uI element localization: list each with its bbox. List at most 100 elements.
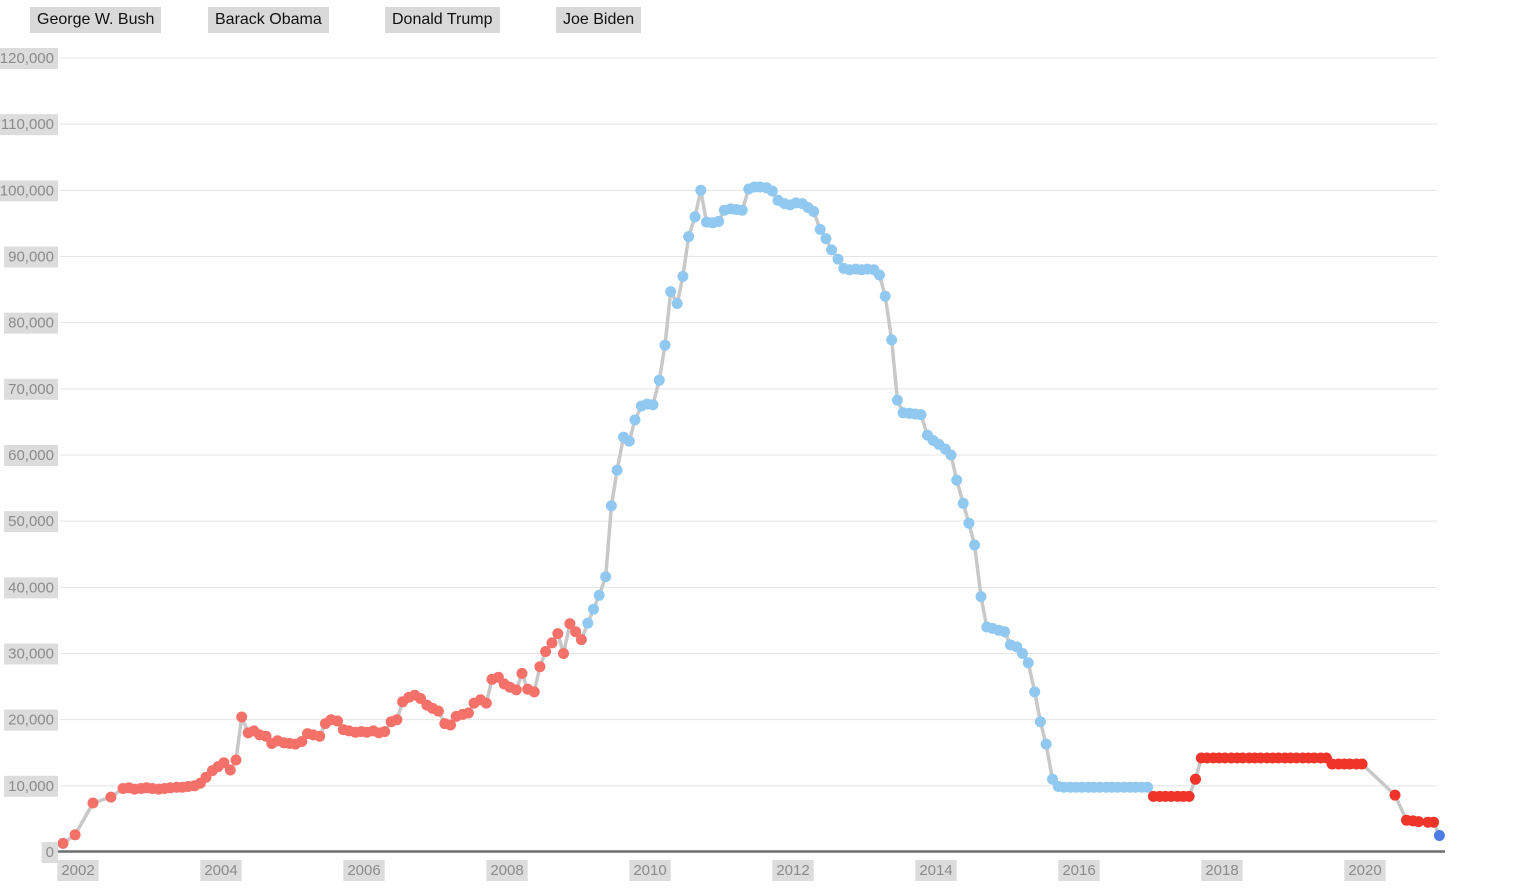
data-point <box>605 500 617 512</box>
data-points-barack-obama <box>582 181 1154 793</box>
legend: George W. Bush Barack Obama Donald Trump… <box>0 0 1536 40</box>
data-point <box>999 626 1011 638</box>
y-tick-label: 80,000 <box>4 312 58 334</box>
data-point <box>600 571 612 583</box>
svg-text:2004: 2004 <box>204 862 237 879</box>
svg-text:2020: 2020 <box>1348 862 1381 879</box>
data-point <box>647 399 659 411</box>
data-point <box>677 270 689 282</box>
data-point <box>808 206 820 217</box>
svg-text:100,000: 100,000 <box>0 182 54 199</box>
data-point <box>611 464 623 476</box>
legend-item-joe-biden: Joe Biden <box>556 7 642 33</box>
data-point <box>230 754 242 766</box>
data-point <box>582 617 594 629</box>
svg-text:30,000: 30,000 <box>8 646 54 663</box>
data-point <box>224 764 236 776</box>
y-tick-label: 40,000 <box>4 577 58 599</box>
data-point <box>1034 716 1046 728</box>
y-tick-label: 30,000 <box>4 643 58 665</box>
svg-text:50,000: 50,000 <box>8 513 54 530</box>
data-points-joe-biden <box>1433 830 1445 841</box>
legend-item-donald-trump: Donald Trump <box>385 7 500 33</box>
data-point <box>1142 781 1154 793</box>
data-point <box>391 714 403 726</box>
x-tick-label: 2018 <box>1201 860 1243 881</box>
data-point <box>546 637 558 649</box>
svg-text:2008: 2008 <box>490 862 523 879</box>
legend-item-george-w-bush: George W. Bush <box>30 7 162 33</box>
data-point <box>659 339 671 351</box>
data-points-george-w-bush <box>57 618 587 849</box>
data-point <box>516 667 528 679</box>
data-point <box>713 215 725 227</box>
data-point <box>891 394 903 406</box>
data-point <box>820 233 832 245</box>
data-point <box>314 730 326 742</box>
y-axis-labels: 0 10,000 20,000 30,000 40,000 50,000 60,000 70,… <box>0 48 58 863</box>
y-tick-label: 70,000 <box>4 378 58 400</box>
data-point <box>552 628 564 640</box>
data-point <box>1389 789 1401 801</box>
data-point <box>480 697 492 709</box>
data-point <box>975 591 987 603</box>
svg-text:110,000: 110,000 <box>1 116 54 133</box>
data-point <box>814 223 826 235</box>
data-point <box>564 618 576 630</box>
svg-text:2012: 2012 <box>776 862 809 879</box>
data-point <box>879 290 891 302</box>
x-tick-label: 2016 <box>1058 860 1100 881</box>
data-point <box>528 686 540 698</box>
data-point <box>951 474 963 486</box>
y-tick-label: 100,000 <box>0 180 58 202</box>
data-point <box>236 711 248 723</box>
data-point <box>1040 738 1052 750</box>
y-tick-label: 120,000 <box>0 48 58 69</box>
data-point <box>957 497 969 509</box>
data-point <box>826 244 838 256</box>
x-tick-label: 2008 <box>486 860 528 881</box>
data-point <box>57 837 69 849</box>
svg-text:40,000: 40,000 <box>8 579 54 596</box>
data-point <box>379 726 391 738</box>
svg-text:80,000: 80,000 <box>8 315 54 332</box>
svg-text:2010: 2010 <box>633 862 666 879</box>
svg-text:2002: 2002 <box>61 862 94 879</box>
data-point <box>1428 816 1440 828</box>
y-tick-label: 20,000 <box>4 709 58 731</box>
data-point <box>462 707 474 719</box>
data-point <box>87 797 99 809</box>
data-point <box>736 204 748 216</box>
data-point <box>218 757 230 769</box>
data-point <box>105 791 117 803</box>
svg-text:2018: 2018 <box>1205 862 1238 879</box>
data-point <box>575 634 587 646</box>
x-axis-labels: 2002 2004 2006 2008 2010 2012 2014 2016 2018 2020 <box>57 860 1386 881</box>
data-point <box>671 298 683 309</box>
x-tick-label: 2010 <box>629 860 671 881</box>
data-point <box>570 626 582 638</box>
data-point <box>432 705 444 717</box>
data-point <box>1190 773 1201 785</box>
data-point <box>1413 816 1425 828</box>
data-point <box>766 185 778 197</box>
svg-text:70,000: 70,000 <box>8 381 54 398</box>
data-point <box>1356 758 1368 770</box>
data-point <box>629 414 641 426</box>
data-point <box>915 409 927 421</box>
data-point <box>1022 657 1034 669</box>
data-point <box>510 684 522 696</box>
data-point <box>69 829 81 841</box>
data-point <box>653 374 665 386</box>
y-tick-label: 50,000 <box>4 511 58 533</box>
svg-text:60,000: 60,000 <box>8 447 54 464</box>
data-point <box>683 231 695 243</box>
data-point <box>969 539 981 551</box>
data-point <box>695 184 707 196</box>
svg-text:2014: 2014 <box>919 862 952 879</box>
data-point <box>445 719 456 731</box>
svg-text:2006: 2006 <box>347 862 380 879</box>
data-point <box>540 646 552 657</box>
